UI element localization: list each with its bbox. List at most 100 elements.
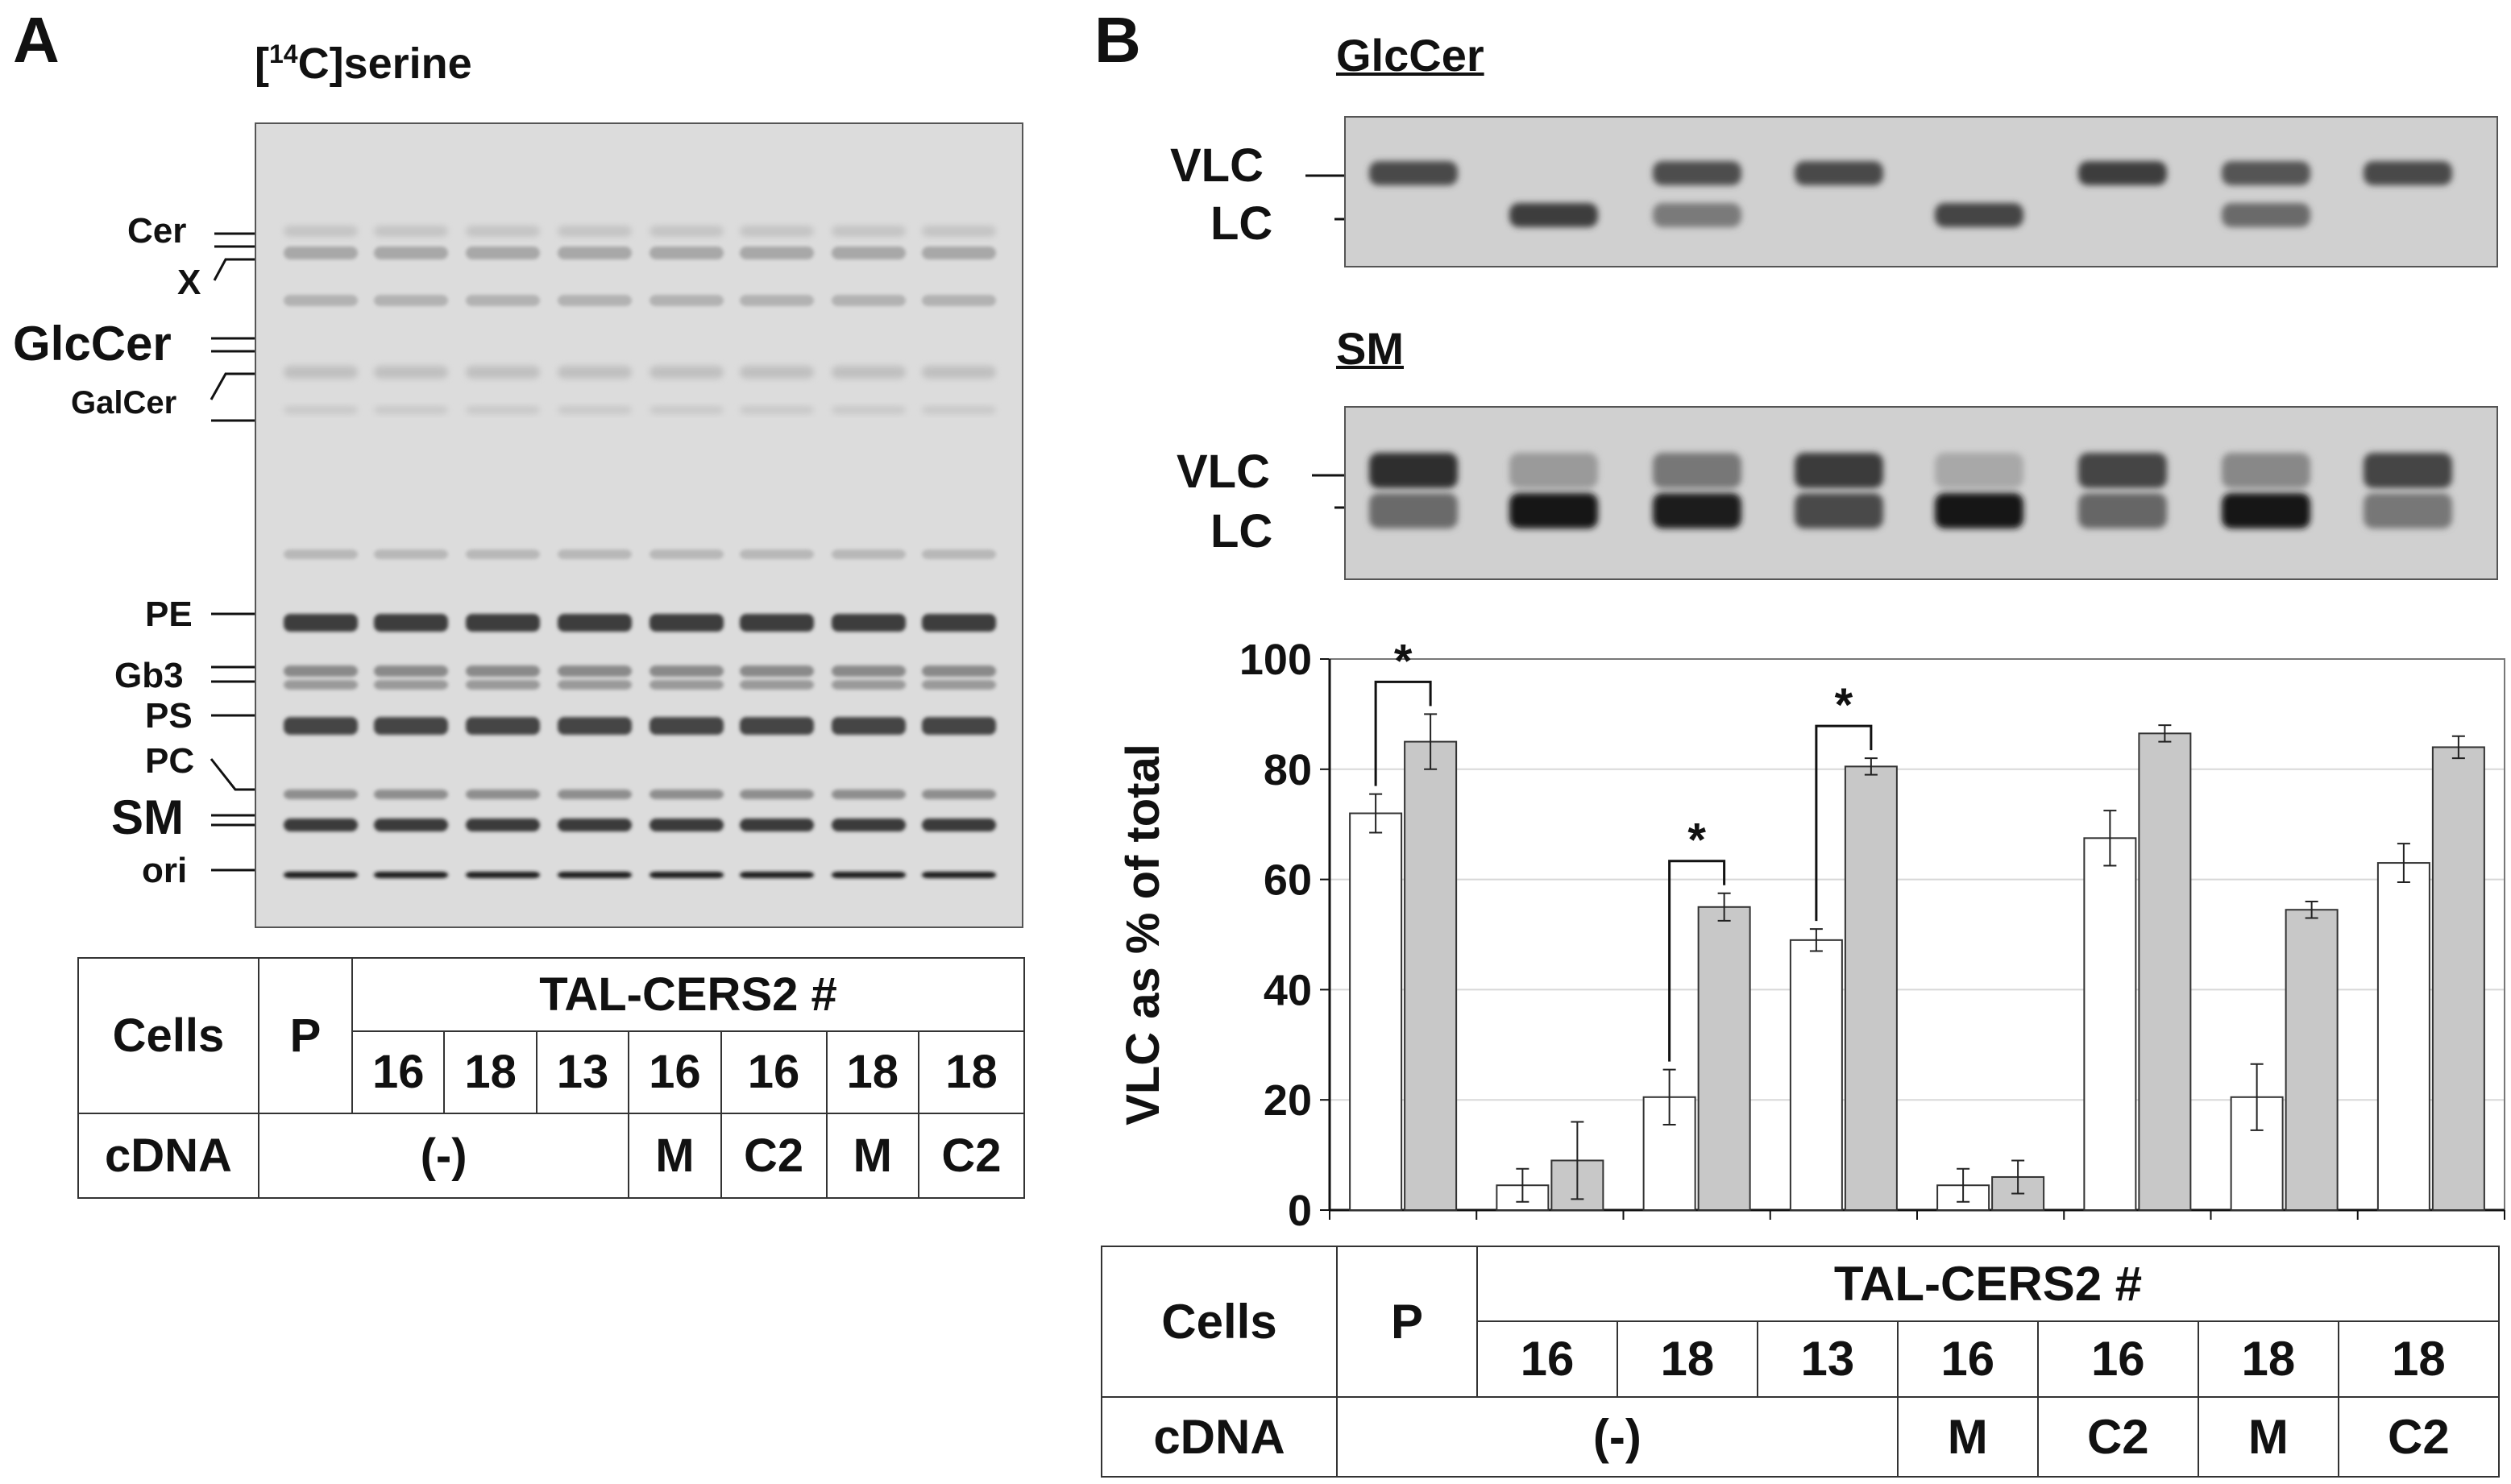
clone-cell: 16 xyxy=(2036,1320,2199,1399)
tlc-band xyxy=(832,406,906,414)
tlc-band xyxy=(284,549,358,559)
blot-band-vlc xyxy=(2222,453,2310,488)
tlc-band xyxy=(650,406,724,414)
cdna-none-cell: (-) xyxy=(1336,1396,1899,1478)
blot-band-vlc xyxy=(1653,453,1741,488)
sm-blot-image xyxy=(1344,406,2498,580)
panel-b-cell-table: Cells P TAL-CERS2 # 16 18 13 16 16 18 18… xyxy=(1101,1245,2501,1478)
blot-band-vlc xyxy=(1509,453,1598,488)
panel-b-letter: B xyxy=(1094,4,1141,76)
blot-band-vlc xyxy=(2078,453,2167,488)
tlc-band xyxy=(284,790,358,799)
tlc-band xyxy=(558,717,632,735)
significance-bracket xyxy=(1815,724,1873,922)
tlc-band xyxy=(558,614,632,632)
glccer-blot-title: GlcCer xyxy=(1336,30,1484,81)
cdna-header: cDNA xyxy=(1101,1396,1338,1478)
glccer-blot-image xyxy=(1344,116,2498,267)
tlc-band xyxy=(558,790,632,799)
bar-series-2 xyxy=(2138,732,2192,1211)
cells-header: Cells xyxy=(1101,1245,1338,1399)
tlc-band xyxy=(374,366,448,379)
tlc-band xyxy=(374,614,448,632)
clone-cell: 18 xyxy=(1616,1320,1758,1399)
blot-band-vlc xyxy=(1369,161,1458,185)
tlc-band xyxy=(374,872,448,878)
cells-header: Cells xyxy=(77,957,259,1114)
tlc-band xyxy=(284,680,358,690)
tlc-band xyxy=(466,226,540,237)
cdna-cell: M xyxy=(628,1112,722,1200)
sm-bands xyxy=(1369,453,2452,529)
blot-band-lc xyxy=(1935,493,2023,529)
label-pe: PE xyxy=(145,595,193,634)
tlc-band xyxy=(466,665,540,677)
clone-cell: 18 xyxy=(2197,1320,2339,1399)
label-sm: SM xyxy=(111,790,184,844)
tlc-band xyxy=(740,717,814,735)
tlc-band xyxy=(922,549,996,559)
tlc-band xyxy=(558,295,632,306)
clone-cell: 16 xyxy=(1896,1320,2039,1399)
tlc-band xyxy=(740,819,814,831)
blot-band-vlc xyxy=(1369,453,1458,488)
tlc-band xyxy=(374,790,448,799)
tlc-band xyxy=(558,247,632,259)
tlc-band xyxy=(374,717,448,735)
tlc-band xyxy=(922,406,996,414)
blot-band-lc xyxy=(2364,493,2452,529)
tlc-band xyxy=(558,406,632,414)
tlc-band xyxy=(650,366,724,379)
blot-band-lc xyxy=(1935,203,2023,227)
tlc-band xyxy=(374,819,448,831)
tlc-band xyxy=(922,226,996,237)
label-galcer: GalCer xyxy=(71,385,177,421)
tlc-band xyxy=(284,665,358,677)
panel-a-letter: A xyxy=(13,4,60,76)
y-tick-label: 0 xyxy=(1288,1187,1312,1235)
y-tick-label: 100 xyxy=(1239,636,1312,684)
clone-cell: 16 xyxy=(720,1030,828,1114)
tlc-band xyxy=(650,872,724,878)
cdna-cell: C2 xyxy=(2036,1396,2199,1478)
tlc-band xyxy=(558,819,632,831)
label-x: X xyxy=(177,263,201,302)
tlc-band xyxy=(466,247,540,259)
tlc-band xyxy=(558,366,632,379)
tlc-band xyxy=(832,366,906,379)
y-tick-label: 80 xyxy=(1264,746,1312,794)
tlc-band xyxy=(922,717,996,735)
tlc-band xyxy=(650,680,724,690)
tlc-band xyxy=(740,226,814,237)
blot-band-lc xyxy=(1795,493,1883,529)
tlc-band xyxy=(922,614,996,632)
blot-band-lc xyxy=(1509,203,1598,227)
tlc-band xyxy=(284,406,358,414)
tlc-band xyxy=(558,549,632,559)
cdna-cell: M xyxy=(825,1112,919,1200)
tlc-band xyxy=(558,872,632,878)
significance-star: * xyxy=(1835,679,1853,732)
tlc-band xyxy=(832,247,906,259)
tlc-band xyxy=(832,226,906,237)
y-axis-label: VLC as % of total xyxy=(1117,744,1169,1125)
tlc-band xyxy=(284,614,358,632)
tlc-band xyxy=(558,665,632,677)
clone-cell: 18 xyxy=(825,1030,919,1114)
tlc-band xyxy=(740,366,814,379)
tlc-band xyxy=(740,614,814,632)
tlc-band xyxy=(832,680,906,690)
tlc-band xyxy=(284,226,358,237)
cdna-header: cDNA xyxy=(77,1112,259,1200)
y-tick-label: 40 xyxy=(1264,966,1312,1014)
tlc-band xyxy=(374,680,448,690)
clone-cell: 16 xyxy=(351,1030,446,1114)
vlc-bar-chart: 0 20 40 60 80 100 VLC as % of total * * * xyxy=(1117,635,2505,1235)
clone-cell: 18 xyxy=(917,1030,1026,1114)
tlc-band xyxy=(466,872,540,878)
tlc-band xyxy=(650,614,724,632)
tlc-band xyxy=(650,295,724,306)
tal-cers2-header: TAL-CERS2 # xyxy=(1476,1246,2500,1322)
tlc-band xyxy=(558,226,632,237)
tlc-band xyxy=(740,790,814,799)
